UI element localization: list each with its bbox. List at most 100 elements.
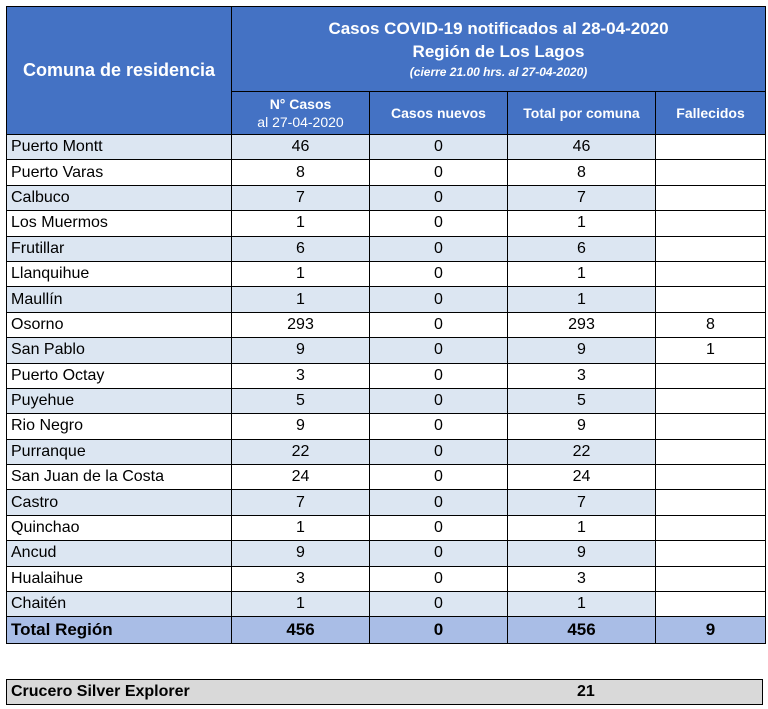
row-nuevos: 0 xyxy=(369,311,508,339)
row-nuevos: 0 xyxy=(369,591,508,618)
row-comuna: Rio Negro xyxy=(6,413,232,440)
table-row: Puerto Octay 3 0 3 xyxy=(6,362,767,389)
row-casos: 6 xyxy=(231,235,370,262)
total-total: 456 xyxy=(507,616,656,645)
row-comuna: Puerto Montt xyxy=(6,133,232,161)
table-row: Chaitén 1 0 1 xyxy=(6,591,767,618)
comuna-header: Comuna de residencia xyxy=(6,6,232,135)
row-nuevos: 0 xyxy=(369,235,508,262)
row-nuevos: 0 xyxy=(369,184,508,212)
total-casos: 456 xyxy=(231,616,370,645)
row-casos: 9 xyxy=(231,337,370,364)
table-row: Los Muermos 1 0 1 xyxy=(6,210,767,237)
row-comuna: Osorno xyxy=(6,311,232,339)
row-fallecidos xyxy=(654,591,767,618)
table-row: Puyehue 5 0 5 xyxy=(6,387,767,415)
cruise-value: 21 xyxy=(577,683,595,700)
row-total: 9 xyxy=(507,337,656,364)
row-fallecidos xyxy=(654,210,767,237)
row-fallecidos: 1 xyxy=(654,337,767,364)
row-casos: 3 xyxy=(231,362,370,389)
row-comuna: Frutillar xyxy=(6,235,232,262)
row-nuevos: 0 xyxy=(369,286,508,313)
row-casos: 5 xyxy=(231,387,370,415)
row-casos: 1 xyxy=(231,210,370,237)
row-comuna: Chaitén xyxy=(6,591,232,618)
row-nuevos: 0 xyxy=(369,540,508,567)
row-fallecidos: 8 xyxy=(654,311,767,339)
row-comuna: Llanquihue xyxy=(6,260,232,288)
col-casos-line1: N° Casos xyxy=(269,96,332,112)
row-fallecidos xyxy=(654,362,767,389)
row-fallecidos xyxy=(654,489,767,516)
row-total: 24 xyxy=(507,464,656,491)
row-casos: 8 xyxy=(231,159,370,186)
row-comuna: Maullín xyxy=(6,286,232,313)
table-row: Llanquihue 1 0 1 xyxy=(6,260,767,288)
row-total: 1 xyxy=(507,591,656,618)
row-total: 9 xyxy=(507,413,656,440)
row-total: 9 xyxy=(507,540,656,567)
col-header-total: Total por comuna xyxy=(507,91,656,135)
row-nuevos: 0 xyxy=(369,133,508,161)
total-fallecidos: 9 xyxy=(654,616,767,645)
row-fallecidos xyxy=(654,159,767,186)
row-casos: 3 xyxy=(231,565,370,593)
row-comuna: Calbuco xyxy=(6,184,232,212)
row-casos: 9 xyxy=(231,413,370,440)
row-total: 1 xyxy=(507,514,656,542)
covid-cases-table: Comuna de residencia Casos COVID-19 noti… xyxy=(6,6,767,645)
table-title: Casos COVID-19 notificados al 28-04-2020… xyxy=(230,6,767,92)
row-casos: 7 xyxy=(231,489,370,516)
row-fallecidos xyxy=(654,260,767,288)
table-row: Rio Negro 9 0 9 xyxy=(6,413,767,440)
row-comuna: Hualaihue xyxy=(6,565,232,593)
row-casos: 7 xyxy=(231,184,370,212)
cruise-row: Crucero Silver Explorer 21 xyxy=(6,679,763,705)
row-nuevos: 0 xyxy=(369,337,508,364)
row-comuna: Puyehue xyxy=(6,387,232,415)
row-casos: 293 xyxy=(231,311,370,339)
row-nuevos: 0 xyxy=(369,438,508,466)
row-comuna: Puerto Varas xyxy=(6,159,232,186)
row-total: 1 xyxy=(507,286,656,313)
row-comuna: San Pablo xyxy=(6,337,232,364)
row-casos: 1 xyxy=(231,514,370,542)
table-row: Hualaihue 3 0 3 xyxy=(6,565,767,593)
row-comuna: Los Muermos xyxy=(6,210,232,237)
col-header-fallecidos: Fallecidos xyxy=(654,91,767,135)
row-fallecidos xyxy=(654,464,767,491)
row-nuevos: 0 xyxy=(369,387,508,415)
row-fallecidos xyxy=(654,514,767,542)
row-casos: 22 xyxy=(231,438,370,466)
table-row: Osorno 293 0 293 8 xyxy=(6,311,767,339)
row-casos: 1 xyxy=(231,591,370,618)
col-header-casos: N° Casos al 27-04-2020 xyxy=(231,91,370,135)
row-total: 7 xyxy=(507,184,656,212)
row-total: 1 xyxy=(507,210,656,237)
row-comuna: Quinchao xyxy=(6,514,232,542)
row-total: 7 xyxy=(507,489,656,516)
table-row: Ancud 9 0 9 xyxy=(6,540,767,567)
cruise-label: Crucero Silver Explorer xyxy=(11,683,190,700)
row-fallecidos xyxy=(654,184,767,212)
row-casos: 24 xyxy=(231,464,370,491)
row-nuevos: 0 xyxy=(369,565,508,593)
total-row: Total Región 456 0 456 9 xyxy=(6,616,767,645)
row-comuna: Ancud xyxy=(6,540,232,567)
row-fallecidos xyxy=(654,235,767,262)
row-casos: 1 xyxy=(231,286,370,313)
row-total: 3 xyxy=(507,565,656,593)
total-label: Total Región xyxy=(6,616,232,645)
row-total: 46 xyxy=(507,133,656,161)
row-total: 3 xyxy=(507,362,656,389)
row-total: 293 xyxy=(507,311,656,339)
row-nuevos: 0 xyxy=(369,159,508,186)
row-nuevos: 0 xyxy=(369,362,508,389)
row-fallecidos xyxy=(654,540,767,567)
row-nuevos: 0 xyxy=(369,464,508,491)
row-comuna: San Juan de la Costa xyxy=(6,464,232,491)
table-row: San Pablo 9 0 9 1 xyxy=(6,337,767,364)
row-nuevos: 0 xyxy=(369,514,508,542)
table-row: Maullín 1 0 1 xyxy=(6,286,767,313)
